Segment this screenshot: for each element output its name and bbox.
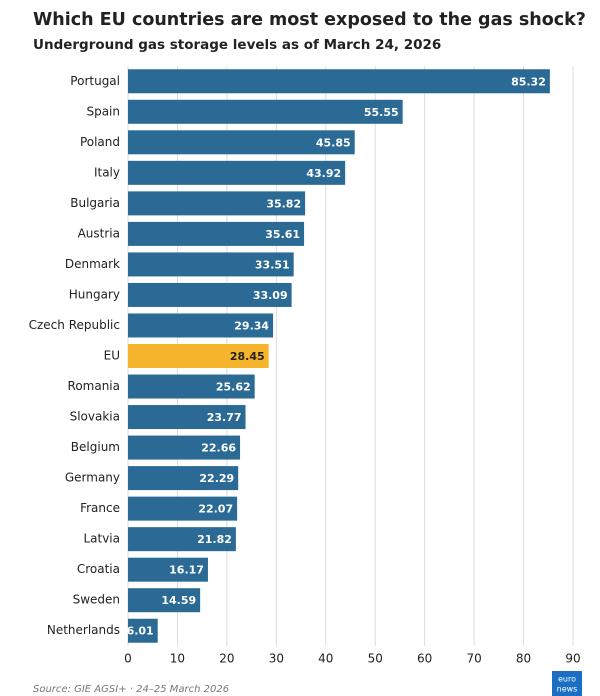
value-label: 25.62 [216,381,251,394]
value-label: 33.09 [253,289,288,302]
x-tick-label: 40 [318,652,333,666]
y-tick-label: Hungary [69,287,120,301]
bar [128,191,306,216]
logo-text: euro [558,675,576,684]
y-tick-label: Germany [65,471,120,485]
y-tick-label: Latvia [83,532,120,546]
value-label: 43.92 [306,167,341,180]
value-label: 6.01 [127,625,154,638]
bar [128,405,246,430]
bar [128,557,208,582]
x-tick-label: 90 [565,652,580,666]
logo-box [552,671,582,696]
value-label: 45.85 [316,136,351,149]
bar [128,527,236,552]
value-label: 22.07 [198,503,233,516]
value-label: 33.51 [255,258,290,271]
value-label: 85.32 [511,75,546,88]
y-tick-label: EU [104,349,120,363]
value-label: 21.82 [197,533,232,546]
bar [128,588,201,613]
y-tick-label: Spain [86,104,120,118]
value-label: 22.66 [201,442,236,455]
y-tick-label: Romania [68,379,120,393]
value-label: 22.29 [199,472,234,485]
y-tick-label: Sweden [73,593,120,607]
value-label: 55.55 [364,106,399,119]
source: Source: GIE AGSI+ · 24–25 March 2026 [33,684,229,695]
x-tick-label: 50 [368,652,383,666]
y-tick-label: Portugal [70,74,120,88]
y-tick-label: Slovakia [70,410,120,424]
bar [128,466,239,491]
x-tick-label: 70 [466,652,481,666]
x-tick-label: 20 [219,652,234,666]
value-label: 35.82 [266,197,301,210]
x-tick-label: 60 [417,652,432,666]
x-tick-label: 10 [170,652,185,666]
y-tick-label: Czech Republic [29,318,120,332]
y-tick-label: France [80,501,120,515]
value-label: 29.34 [234,319,269,332]
y-tick-label: Poland [80,135,120,149]
y-tick-label: Croatia [77,562,120,576]
bar [128,374,255,399]
x-tick-label: 0 [124,652,132,666]
chart-title: Which EU countries are most exposed to t… [33,10,586,30]
value-label: 16.17 [169,564,204,577]
y-tick-label: Denmark [65,257,120,271]
value-label: 14.59 [161,594,196,607]
bar [128,344,269,368]
bar [128,313,274,338]
x-tick-label: 80 [516,652,531,666]
logo-text: news [557,685,578,694]
y-tick-label: Austria [78,226,120,240]
bar [128,221,305,246]
bar [128,618,158,643]
bar [128,160,346,185]
bar [128,282,292,307]
chart-subtitle: Underground gas storage levels as of Mar… [33,37,441,53]
y-tick-label: Italy [94,165,120,179]
value-label: 28.45 [230,350,265,363]
y-tick-label: Netherlands [47,623,120,637]
bar [128,99,403,124]
bar [128,435,241,460]
bar [128,496,238,521]
bar [128,252,294,277]
y-tick-label: Bulgaria [70,196,120,210]
y-tick-label: Belgium [71,440,120,454]
x-tick-label: 30 [269,652,284,666]
bar [128,130,355,155]
value-label: 23.77 [207,411,242,424]
bar [128,69,550,94]
value-label: 35.61 [265,228,300,241]
